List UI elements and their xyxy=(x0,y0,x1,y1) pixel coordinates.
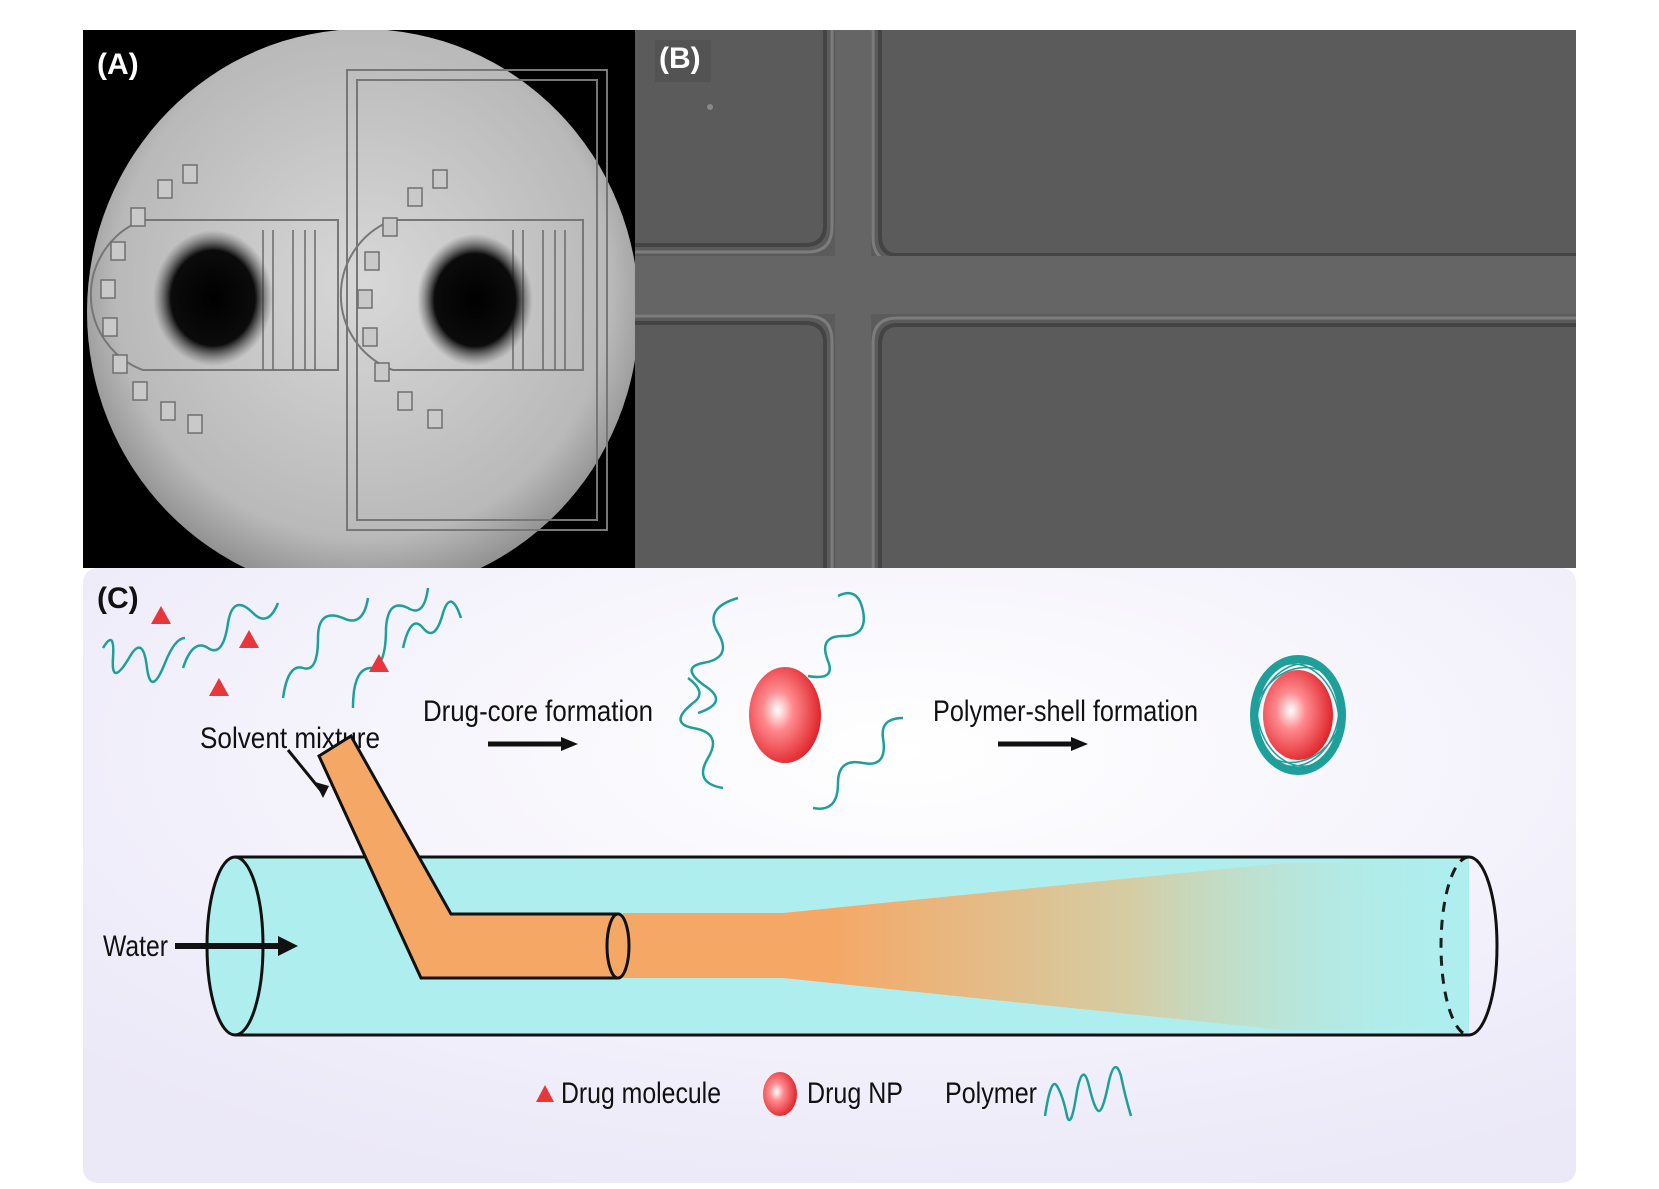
cell-aggregate-left xyxy=(153,230,273,366)
drug-core-formation-label: Drug-core formation xyxy=(423,695,653,728)
nanoprecipitation-schematic: Solvent mixture Drug-core formation Poly… xyxy=(83,568,1576,1183)
free-polymer-chains xyxy=(101,587,463,709)
drug-molecules xyxy=(151,606,389,696)
panel-label-c: (C) xyxy=(97,582,139,615)
pillar-array xyxy=(100,164,448,434)
polymers-around-core xyxy=(679,591,904,810)
panel-label-b: (B) xyxy=(655,40,711,82)
coated-nanoparticle xyxy=(1250,655,1346,775)
legend-drug-molecule-label: Drug molecule xyxy=(561,1077,721,1110)
panel-a-micrograph: (A) xyxy=(83,30,635,568)
drug-core xyxy=(749,667,821,763)
legend-drug-np-icon xyxy=(763,1072,797,1116)
legend-drug-np-label: Drug NP xyxy=(807,1077,903,1110)
water-label: Water xyxy=(103,930,168,963)
polymer-shell-formation-label: Polymer-shell formation xyxy=(933,695,1198,728)
panel-b-micrograph: (B) xyxy=(635,30,1576,568)
legend-polymer-label: Polymer xyxy=(945,1077,1037,1110)
focused-solvent-stream xyxy=(623,863,1469,1030)
cell-aggregate-right xyxy=(417,234,533,366)
chip-micrograph xyxy=(87,30,635,568)
cross-junction-micrograph xyxy=(635,30,1576,568)
panel-label-a: (A) xyxy=(97,48,139,81)
legend-drug-molecule-icon xyxy=(536,1085,554,1102)
panel-c-schematic: Solvent mixture Drug-core formation Poly… xyxy=(83,568,1576,1183)
horizontal-channel xyxy=(635,256,1576,314)
legend-polymer-icon xyxy=(1043,1066,1133,1122)
legend: Drug molecule Drug NP Polymer xyxy=(536,1066,1133,1122)
